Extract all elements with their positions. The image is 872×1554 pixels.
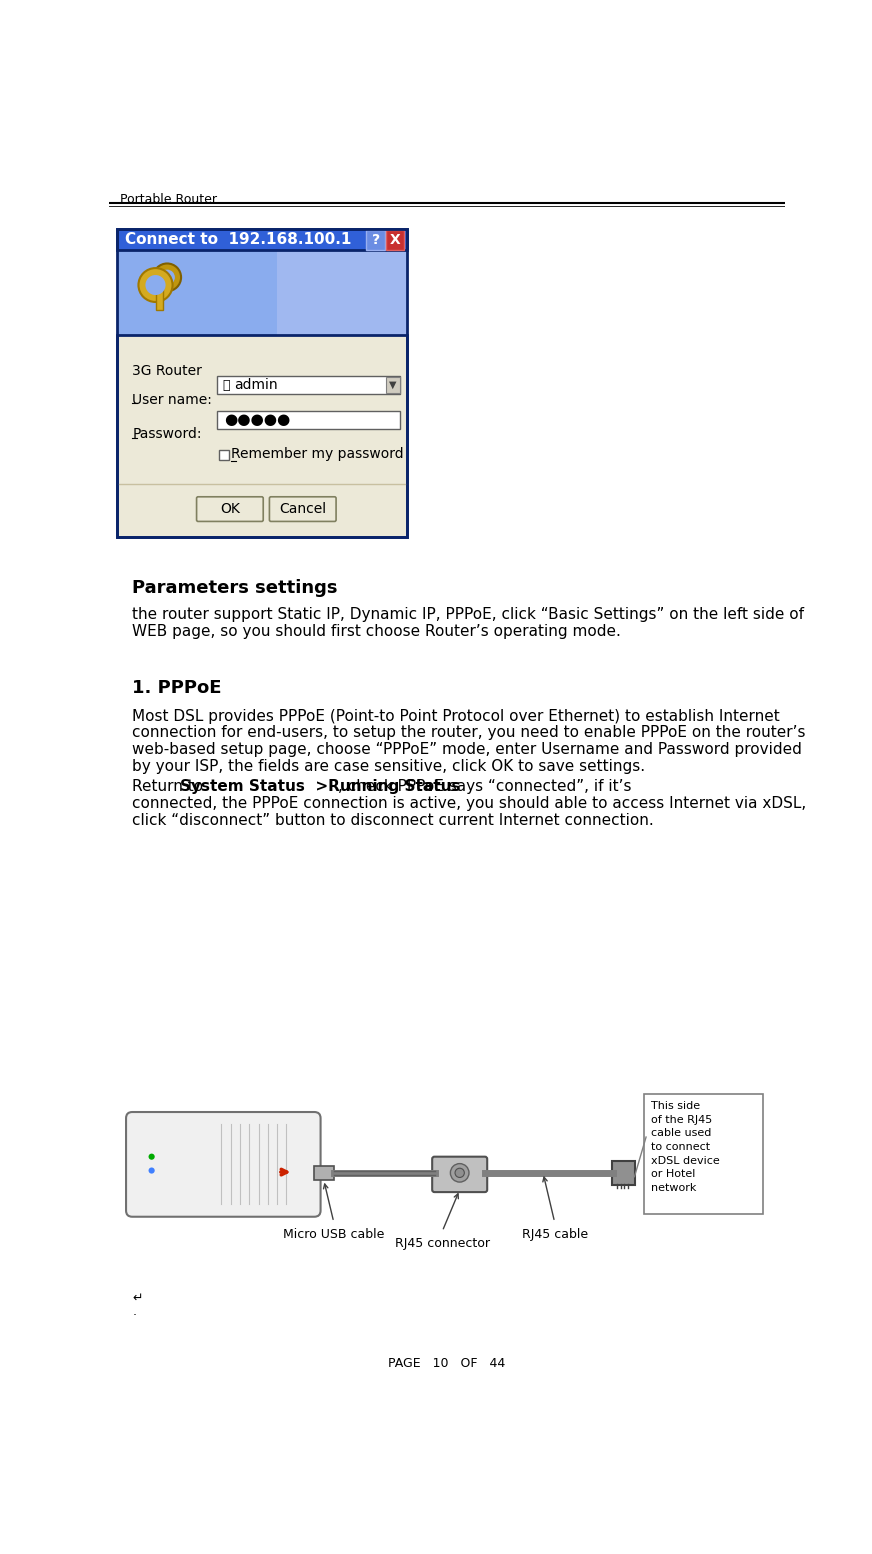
Text: Portable Router: Portable Router [119, 193, 217, 205]
Circle shape [160, 270, 175, 284]
Text: connection for end-users, to setup the router, you need to enable PPPoE on the r: connection for end-users, to setup the r… [133, 726, 806, 740]
FancyBboxPatch shape [433, 1156, 487, 1192]
Text: ●●●●●: ●●●●● [224, 412, 290, 427]
Circle shape [139, 269, 173, 301]
Circle shape [153, 264, 181, 291]
FancyBboxPatch shape [612, 1161, 635, 1186]
Text: PAGE   10   OF   44: PAGE 10 OF 44 [388, 1357, 506, 1371]
Text: ?: ? [371, 233, 379, 247]
FancyBboxPatch shape [196, 497, 263, 522]
FancyBboxPatch shape [117, 228, 407, 250]
Text: Password:: Password: [133, 427, 201, 441]
Text: Micro USB cable: Micro USB cable [283, 1228, 385, 1240]
FancyBboxPatch shape [315, 1166, 334, 1179]
Text: RJ45 cable: RJ45 cable [521, 1228, 588, 1240]
Circle shape [148, 1153, 154, 1159]
Text: the router support Static IP, Dynamic IP, PPPoE, click “Basic Settings” on the l: the router support Static IP, Dynamic IP… [133, 608, 804, 622]
Text: Cancel: Cancel [279, 502, 326, 516]
Text: Connect to  192.168.100.1: Connect to 192.168.100.1 [125, 232, 351, 247]
FancyBboxPatch shape [155, 284, 163, 309]
FancyBboxPatch shape [117, 250, 407, 336]
Text: X: X [390, 233, 400, 247]
Text: web-based setup page, choose “PPPoE” mode, enter Username and Password provided: web-based setup page, choose “PPPoE” mod… [133, 743, 802, 757]
Text: connected, the PPPoE connection is active, you should able to access Internet vi: connected, the PPPoE connection is activ… [133, 796, 807, 811]
FancyBboxPatch shape [385, 230, 405, 250]
Text: 👤: 👤 [222, 379, 229, 392]
FancyBboxPatch shape [269, 497, 336, 522]
Text: Parameters settings: Parameters settings [133, 580, 337, 597]
FancyBboxPatch shape [217, 410, 400, 429]
Text: click “disconnect” button to disconnect current Internet connection.: click “disconnect” button to disconnect … [133, 813, 654, 828]
Text: by your ISP, the fields are case sensitive, click OK to save settings.: by your ISP, the fields are case sensiti… [133, 760, 645, 774]
Text: This side
of the RJ45
cable used
to connect
xDSL device
or Hotel
network: This side of the RJ45 cable used to conn… [651, 1102, 719, 1193]
FancyBboxPatch shape [217, 376, 400, 395]
FancyBboxPatch shape [644, 1094, 763, 1214]
Text: System Status  >Running Status: System Status >Running Status [180, 780, 460, 794]
Text: User name:: User name: [133, 393, 212, 407]
Text: Most DSL provides PPPoE (Point-to Point Protocol over Ethernet) to establish Int: Most DSL provides PPPoE (Point-to Point … [133, 709, 780, 724]
Text: 1. PPPoE: 1. PPPoE [133, 679, 221, 698]
FancyBboxPatch shape [219, 449, 229, 460]
Text: ▼: ▼ [389, 381, 397, 390]
Text: RJ45 connector: RJ45 connector [395, 1237, 490, 1249]
Circle shape [455, 1169, 464, 1178]
Text: .: . [133, 1305, 136, 1318]
Text: WEB page, so you should first choose Router’s operating mode.: WEB page, so you should first choose Rou… [133, 623, 621, 639]
FancyBboxPatch shape [117, 336, 407, 536]
Text: Remember my password: Remember my password [231, 448, 404, 462]
Text: OK: OK [220, 502, 240, 516]
Circle shape [450, 1164, 469, 1183]
FancyBboxPatch shape [276, 250, 407, 336]
Text: 3G Router: 3G Router [133, 364, 202, 378]
Text: , check PPPoE says “connected”, if it’s: , check PPPoE says “connected”, if it’s [337, 780, 631, 794]
Text: Return to: Return to [133, 780, 208, 794]
Circle shape [148, 1167, 154, 1173]
FancyBboxPatch shape [366, 230, 385, 250]
Text: admin: admin [235, 378, 278, 392]
Circle shape [146, 275, 166, 295]
FancyBboxPatch shape [126, 1113, 321, 1217]
Text: ↵: ↵ [133, 1291, 143, 1304]
FancyBboxPatch shape [385, 378, 399, 393]
